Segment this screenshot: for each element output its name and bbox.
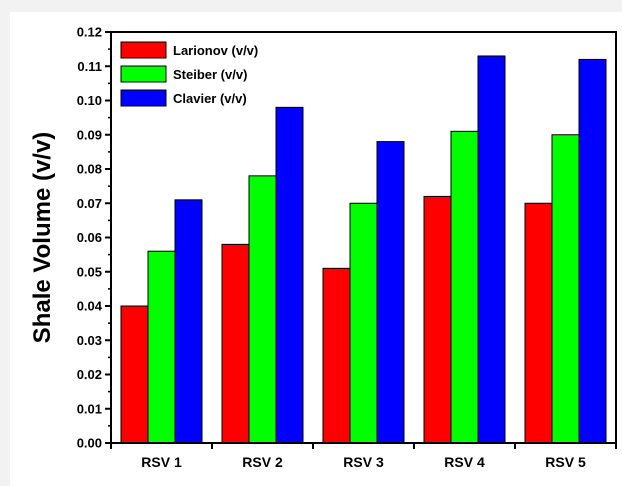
- x-tick-label: RSV 4: [444, 454, 485, 470]
- bars-layer: [120, 55, 607, 444]
- legend-label-1: Larionov (v/v): [173, 43, 258, 58]
- y-axis: 0.00 0.01 0.02 0.03 0.04 0.05 0.06 0.07 0.08 0.09…: [77, 25, 111, 451]
- y-tick-label: 0.11: [77, 59, 102, 74]
- y-tick-label: 0.01: [77, 401, 102, 416]
- bar-3-2: [275, 106, 304, 444]
- x-tick-label: RSV 2: [242, 454, 283, 470]
- top-border-strip: [0, 0, 622, 12]
- legend-label-2: Steiber (v/v): [173, 67, 247, 82]
- y-tick-label: 0.09: [77, 127, 102, 142]
- y-tick-label: 0.08: [77, 162, 102, 177]
- bar-2-1: [147, 250, 176, 444]
- y-tick-label: 0.03: [77, 333, 102, 348]
- y-tick-label: 0.02: [77, 367, 102, 382]
- legend-swatch-2: [120, 65, 167, 83]
- bar-1-3: [322, 267, 351, 444]
- bar-2-4: [450, 130, 479, 444]
- bar-1-1: [120, 305, 149, 444]
- legend: Larionov (v/v) Steiber (v/v) Clavier (v/v): [120, 41, 258, 107]
- bar-3-5: [578, 58, 607, 444]
- legend-label-3: Clavier (v/v): [173, 91, 247, 106]
- bar-2-2: [248, 175, 277, 444]
- x-axis: RSV 1 RSV 2 RSV 3 RSV 4 RSV 5: [110, 443, 617, 470]
- y-tick-label: 0.05: [77, 264, 102, 279]
- bar-2-3: [349, 202, 378, 444]
- bar-3-4: [477, 55, 506, 444]
- y-axis-label: Shale Volume (v/v): [29, 132, 56, 344]
- x-tick-label: RSV 1: [141, 454, 182, 470]
- y-tick-label: 0.07: [77, 196, 102, 211]
- legend-swatch-3: [120, 89, 167, 107]
- bar-1-4: [423, 195, 452, 444]
- x-tick-label: RSV 3: [343, 454, 384, 470]
- bar-1-5: [524, 202, 553, 444]
- bar-1-2: [221, 243, 250, 444]
- left-border-strip: [0, 0, 10, 486]
- x-tick-label: RSV 5: [545, 454, 586, 470]
- legend-swatch-1: [120, 41, 167, 59]
- bar-3-3: [376, 141, 405, 444]
- y-tick-label: 0.04: [77, 299, 103, 314]
- bar-2-5: [551, 134, 580, 444]
- y-tick-label: 0.10: [77, 93, 102, 108]
- y-tick-label: 0.06: [77, 230, 102, 245]
- y-tick-label: 0.00: [77, 436, 102, 451]
- bar-3-1: [174, 199, 203, 444]
- y-tick-label: 0.12: [77, 25, 102, 40]
